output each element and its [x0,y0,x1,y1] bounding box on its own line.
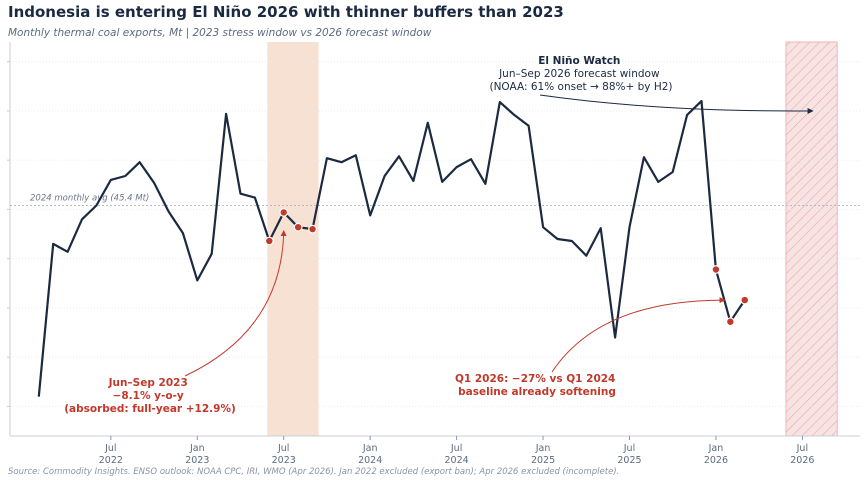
highlight-point [264,236,274,246]
x-tick-label-year: 2025 [617,455,641,466]
highlight-point [725,317,735,327]
annotation-2023-line-2: −8.1% y-o-y [113,390,184,402]
x-tick-label-month: Jul [277,443,289,454]
reference-line-label: 2024 monthly avg (45.4 Mt) [30,194,149,204]
annotation-2026-text: Q1 2026: −27% vs Q1 2024 baseline alread… [455,373,619,398]
x-tick-label-year: 2024 [445,455,469,466]
x-tick-label-month: Jan [535,443,551,454]
annotation-elnino-line-3: (NOAA: 61% onset → 88%+ by H2) [489,81,672,93]
annotation-elnino-line-2: Jun–Sep 2026 forecast window [498,68,660,80]
annotation-arrow-2023 [184,230,287,377]
highlight-point [293,222,303,232]
x-tick-label-month: Jan [362,443,378,454]
x-tick-label-month: Jul [623,443,635,454]
x-tick-label-month: Jan [708,443,724,454]
chart-title: Indonesia is entering El Niño 2026 with … [8,3,564,21]
annotation-elnino-line-1: El Niño Watch [538,55,620,67]
series-line [37,100,746,397]
highlight-point [308,224,317,234]
x-tick-label-year: 2024 [358,455,382,466]
x-tick-label-year: 2026 [790,455,814,466]
annotation-2023-line-3: (absorbed: full-year +12.9%) [64,403,236,415]
annotation-elnino-text: El Niño Watch Jun–Sep 2026 forecast wind… [489,55,672,93]
chart-subtitle: Monthly thermal coal exports, Mt | 2023 … [8,27,432,39]
x-tick-label-year: 2023 [272,455,296,466]
annotation-2023-text: Jun–Sep 2023 −8.1% y-o-y (absorbed: full… [64,377,236,415]
x-tick-label-year: 2025 [531,455,555,466]
x-tick-label-year: 2023 [185,455,209,466]
highlight-point [711,265,721,274]
shaded-window-hatch [785,41,838,437]
source-note: Source: Commodity Insights. ENSO outlook… [8,467,620,477]
x-tick-label-year: 2026 [704,455,728,466]
annotation-2026-line-2: baseline already softening [458,386,616,398]
annotation-arrow-elnino [539,94,814,114]
x-tick-label-month: Jan [189,443,205,454]
annotation-arrow-2026 [551,297,726,373]
x-tick-label-month: Jul [104,443,116,454]
highlight-point [279,208,289,217]
highlight-point [740,295,750,305]
x-tick-label-month: Jul [450,443,462,454]
annotation-2026-line-1: Q1 2026: −27% vs Q1 2024 [455,373,615,385]
x-tick-label-month: Jul [796,443,808,454]
shaded-window-1 [267,42,319,436]
annotation-2023-line-1: Jun–Sep 2023 [108,377,188,389]
x-tick-label-year: 2022 [99,455,123,466]
